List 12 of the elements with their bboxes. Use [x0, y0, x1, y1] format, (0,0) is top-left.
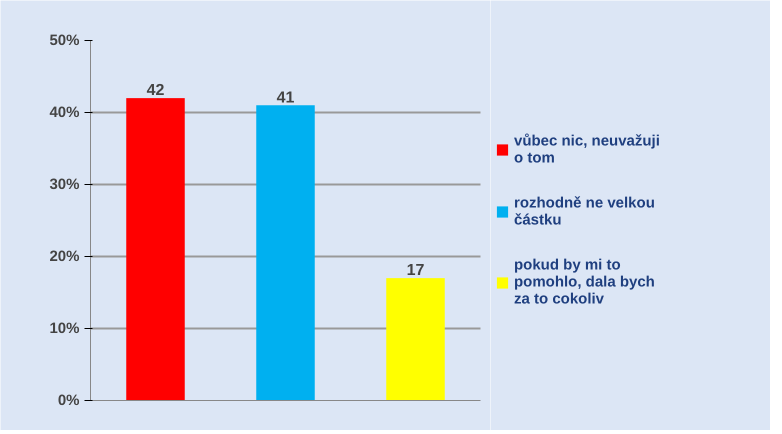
legend-label: pokud by mi to pomohlo, dala bych za to cokoliv — [514, 256, 655, 308]
y-tick-label: 30% — [49, 176, 80, 193]
data-label: 41 — [276, 89, 294, 106]
y-tick-label: 50% — [49, 32, 80, 49]
y-tick-label: 20% — [49, 248, 80, 265]
y-tick-label: 40% — [49, 104, 80, 121]
legend-label: vůbec nic, neuvažuji o tom — [514, 132, 660, 166]
legend-label: rozhodně ne velkou částku — [514, 194, 655, 228]
data-label: 17 — [406, 262, 424, 280]
y-tick-label: 0% — [58, 392, 80, 409]
y-tick-label: 10% — [49, 320, 80, 337]
data-label: 42 — [146, 82, 164, 100]
